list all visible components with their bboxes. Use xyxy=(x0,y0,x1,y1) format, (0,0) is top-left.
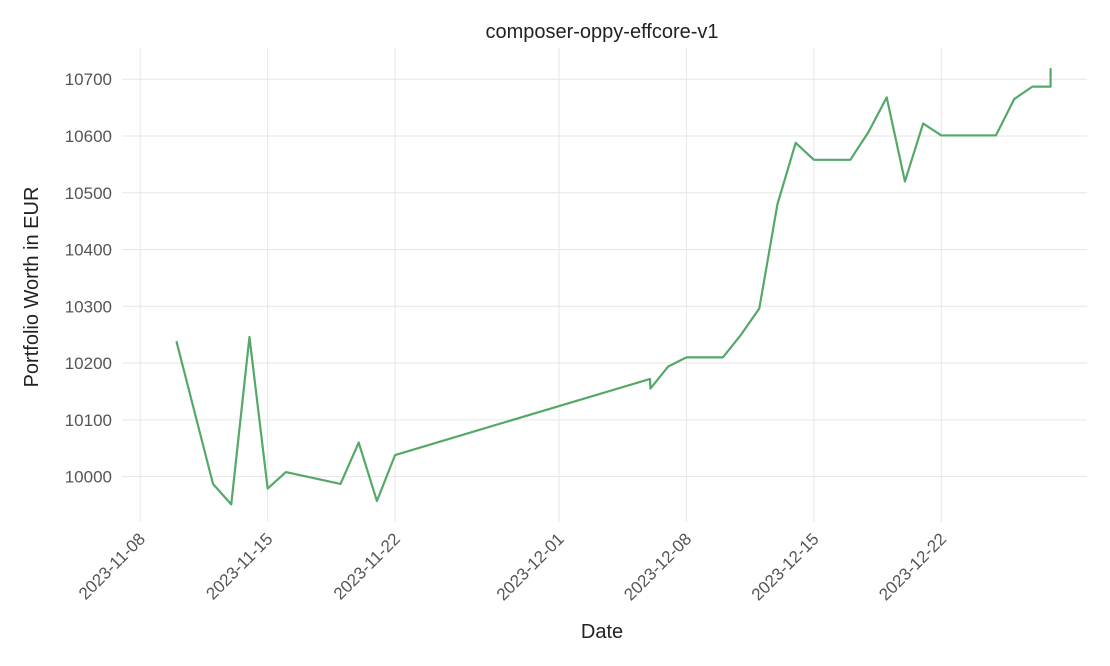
x-tick-label: 2023-11-15 xyxy=(202,529,276,603)
chart-title: composer-oppy-effcore-v1 xyxy=(485,21,718,43)
x-tick-label: 2023-12-08 xyxy=(620,529,695,604)
series-line xyxy=(175,67,1052,506)
y-tick-label: 10500 xyxy=(65,184,112,203)
y-tick-label: 10700 xyxy=(65,70,112,89)
y-tick-label: 10000 xyxy=(65,468,112,487)
x-tick-label: 2023-11-08 xyxy=(75,529,149,603)
y-tick-label: 10200 xyxy=(65,354,112,373)
y-tick-label: 10300 xyxy=(65,297,112,316)
x-tick-label: 2023-12-15 xyxy=(748,529,823,604)
x-tick-labels: 2023-11-08 2023-11-15 2023-11-22 2023-12-01… xyxy=(75,529,950,604)
y-tick-label: 10400 xyxy=(65,241,112,260)
series-lines xyxy=(175,67,1052,506)
y-tick-label: 10100 xyxy=(65,411,112,430)
y-tick-label: 10600 xyxy=(65,127,112,146)
x-tick-label: 2023-12-22 xyxy=(875,529,950,604)
y-axis-label: Portfolio Worth in EUR xyxy=(21,187,43,388)
x-tick-label: 2023-12-01 xyxy=(493,529,568,604)
y-tick-labels: 10000 10100 10200 10300 10400 10500 10600 10700 xyxy=(65,70,112,486)
x-axis-label: Date xyxy=(581,621,623,643)
gridlines xyxy=(122,48,1087,522)
x-tick-label: 2023-11-22 xyxy=(330,529,404,603)
